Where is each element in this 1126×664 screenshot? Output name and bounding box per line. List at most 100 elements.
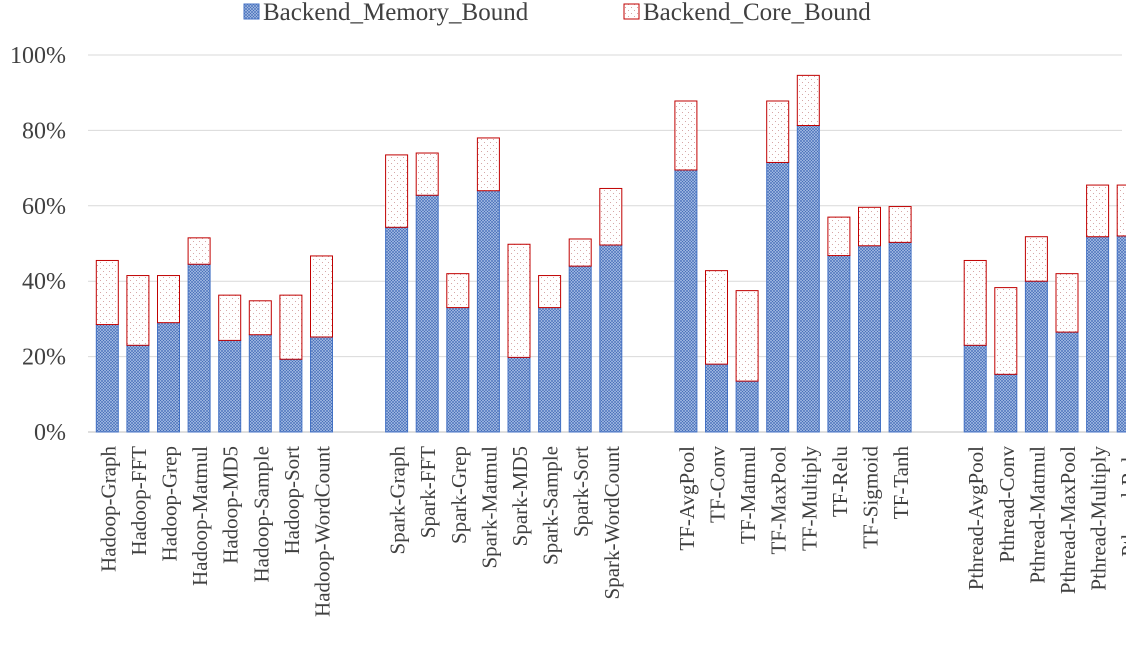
bar-core-bound: [796, 74, 820, 126]
category-label: TF-Multiply: [797, 446, 821, 552]
bar-memory-bound: [157, 322, 180, 433]
bar-memory-bound: [674, 169, 698, 433]
bar-memory-bound: [1116, 235, 1126, 433]
bar-memory-bound: [126, 344, 150, 433]
category-label: TF-Relu: [828, 446, 852, 518]
legend-label-memory-bound: Backend_Memory_Bound: [263, 0, 529, 26]
bar-memory-bound: [599, 244, 623, 433]
x-axis: Hadoop-Graph Hadoop-FFT Hadoop-Grep Hadoop-…: [96, 446, 1126, 617]
bar-core-bound: [385, 154, 409, 228]
bar-core-bound: [415, 152, 439, 196]
bar-core-bound: [568, 238, 592, 267]
bar-memory-bound: [963, 344, 987, 433]
bar-memory-bound: [248, 334, 272, 433]
bar-memory-bound: [507, 356, 531, 433]
bar-core-bound: [888, 206, 912, 243]
category-label: Hadoop-Matmul: [188, 446, 212, 586]
bar-core-bound: [766, 100, 790, 163]
bar-memory-bound: [568, 265, 592, 433]
y-tick-label: 80%: [22, 118, 66, 144]
category-label: Pthread-MaxPool: [1056, 446, 1080, 594]
category-label: Hadoop-FFT: [127, 446, 151, 556]
bar-core-bound: [507, 243, 531, 358]
legend-label-core-bound: Backend_Core_Bound: [643, 0, 871, 26]
bar-memory-bound: [538, 307, 562, 433]
bar-core-bound: [1024, 236, 1048, 282]
bar-memory-bound: [310, 336, 333, 433]
category-label: Spark-MD5: [508, 446, 532, 546]
category-label: TF-Matmul: [736, 446, 760, 544]
bar-core-bound: [126, 275, 150, 346]
y-tick-label: 40%: [22, 269, 66, 295]
bar-memory-bound: [415, 194, 439, 433]
bar-memory-bound: [796, 124, 820, 433]
bar-core-bound: [157, 275, 180, 324]
bar-memory-bound: [476, 190, 500, 433]
bar-core-bound: [827, 216, 851, 257]
category-label: TF-AvgPool: [675, 446, 699, 551]
category-label: Spark-Sort: [569, 446, 593, 537]
bar-core-bound: [674, 100, 698, 171]
category-label: Hadoop-Sort: [280, 446, 304, 555]
category-label: Spark-FFT: [416, 446, 440, 538]
bar-core-bound: [963, 259, 987, 346]
legend-swatch-memory-bound: [243, 3, 260, 20]
bar-memory-bound: [888, 241, 912, 433]
bar-core-bound: [187, 237, 211, 265]
category-label: Spark-WordCount: [600, 446, 624, 600]
category-label: Spark-Sample: [539, 446, 563, 565]
bar-core-bound: [446, 273, 470, 309]
bar-core-bound: [218, 294, 242, 341]
y-tick-label: 60%: [22, 194, 66, 220]
bar-memory-bound: [1086, 236, 1110, 433]
bar-core-bound: [994, 287, 1018, 375]
bar-memory-bound: [95, 324, 119, 433]
y-axis: 0% 20% 40% 60% 80% 100%: [10, 43, 66, 446]
bar-core-bound: [279, 294, 303, 360]
bar-core-bound: [95, 259, 119, 326]
category-label: Hadoop-MD5: [219, 446, 243, 564]
bar-core-bound: [1116, 184, 1126, 237]
bar-core-bound: [1086, 184, 1110, 238]
category-label: Hadoop-WordCount: [311, 446, 335, 617]
category-label: Pthread-AvgPool: [964, 446, 988, 590]
category-label: Hadoop-Graph: [96, 446, 120, 572]
bar-memory-bound: [858, 245, 881, 433]
bar-core-bound: [476, 137, 500, 192]
category-label: Spark-Graph: [386, 446, 410, 555]
bar-memory-bound: [187, 263, 211, 433]
bar-memory-bound: [735, 380, 759, 433]
bar-core-bound: [705, 270, 728, 365]
category-label: Pthread-Relu: [1117, 446, 1126, 557]
category-label: TF-Tanh: [889, 446, 913, 520]
legend: Backend_Memory_Bound Backend_Core_Bound: [243, 0, 871, 26]
y-tick-label: 100%: [10, 43, 66, 69]
category-label: TF-Conv: [706, 446, 730, 524]
category-label: Pthread-Conv: [995, 446, 1019, 563]
legend-swatch-core-bound: [623, 3, 640, 20]
bar-memory-bound: [1055, 331, 1079, 433]
bar-core-bound: [599, 187, 623, 246]
bar-memory-bound: [279, 358, 303, 433]
y-tick-label: 20%: [22, 345, 66, 371]
bar-core-bound: [735, 290, 759, 382]
bar-core-bound: [1055, 273, 1079, 333]
category-label: Pthread-Matmul: [1025, 446, 1049, 584]
bar-memory-bound: [994, 373, 1018, 433]
bar-memory-bound: [705, 363, 728, 433]
y-tick-label: 0%: [34, 420, 66, 446]
bar-memory-bound: [766, 161, 790, 433]
category-label: TF-MaxPool: [767, 446, 791, 555]
bar-memory-bound: [446, 307, 470, 433]
bars: [95, 74, 1126, 433]
bar-core-bound: [858, 206, 881, 247]
bar-memory-bound: [1024, 280, 1048, 433]
category-label: Hadoop-Grep: [158, 446, 182, 561]
bar-core-bound: [538, 275, 562, 309]
category-label: Hadoop-Sample: [249, 446, 273, 582]
bar-memory-bound: [385, 226, 409, 433]
bar-core-bound: [310, 255, 333, 338]
category-label: TF-Sigmoid: [859, 446, 883, 549]
category-label: Spark-Matmul: [477, 446, 501, 569]
